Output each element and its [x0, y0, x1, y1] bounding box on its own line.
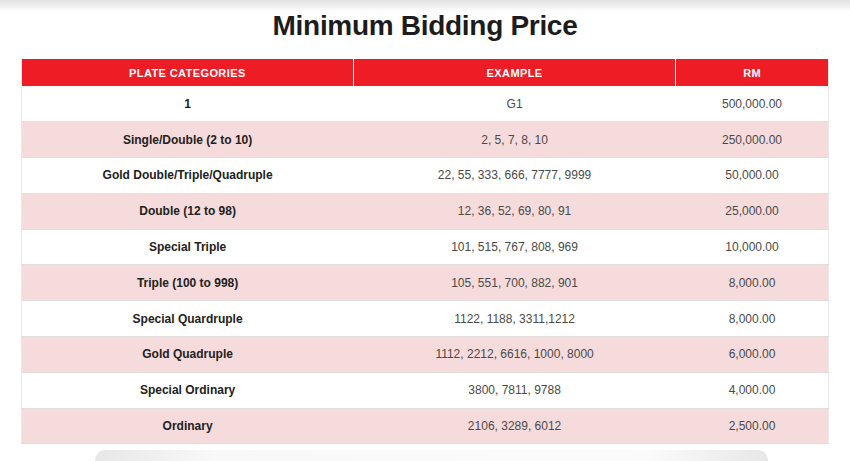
column-header-example: EXAMPLE [353, 59, 676, 86]
page: Minimum Bidding Price PLATE CATEGORIES E… [0, 0, 850, 461]
cell-rm: 6,000.00 [676, 337, 829, 373]
cell-rm: 2,500.00 [676, 408, 829, 444]
cell-plate-category: Special Ordinary [22, 372, 354, 408]
cell-example: 1112, 2212, 6616, 1000, 8000 [353, 337, 676, 373]
cell-example: 3800, 7811, 9788 [353, 372, 676, 408]
cell-rm: 8,000.00 [676, 265, 829, 301]
cell-rm: 500,000.00 [676, 86, 829, 122]
table-row: Special Quardruple1122, 1188, 3311,12128… [22, 301, 829, 337]
cell-example: 101, 515, 767, 808, 969 [353, 229, 676, 265]
cell-plate-category: Special Triple [22, 229, 354, 265]
page-title: Minimum Bidding Price [0, 10, 850, 42]
cell-example: 22, 55, 333, 666, 7777, 9999 [353, 158, 676, 194]
table-row: Special Ordinary3800, 7811, 97884,000.00 [22, 372, 829, 408]
cell-example: 105, 551, 700, 882, 901 [353, 265, 676, 301]
cell-example: 12, 36, 52, 69, 80, 91 [353, 193, 676, 229]
cell-rm: 8,000.00 [676, 301, 829, 337]
table-header-row: PLATE CATEGORIES EXAMPLE RM [22, 59, 829, 86]
cell-rm: 250,000.00 [676, 122, 829, 158]
cell-plate-category: Ordinary [22, 408, 354, 444]
table-row: 1G1500,000.00 [22, 86, 829, 122]
cell-rm: 10,000.00 [676, 229, 829, 265]
cell-example: 1122, 1188, 3311,1212 [353, 301, 676, 337]
table-row: Gold Quadruple1112, 2212, 6616, 1000, 80… [22, 337, 829, 373]
cell-example: G1 [353, 86, 676, 122]
cell-plate-category: Single/Double (2 to 10) [22, 122, 354, 158]
table-row: Ordinary2106, 3289, 60122,500.00 [22, 408, 829, 444]
column-header-plate-categories: PLATE CATEGORIES [22, 59, 354, 86]
cell-plate-category: Gold Quadruple [22, 337, 354, 373]
cell-rm: 25,000.00 [676, 193, 829, 229]
column-header-rm: RM [676, 59, 829, 86]
cell-example: 2, 5, 7, 8, 10 [353, 122, 676, 158]
cell-example: 2106, 3289, 6012 [353, 408, 676, 444]
table-row: Special Triple101, 515, 767, 808, 96910,… [22, 229, 829, 265]
table-body: 1G1500,000.00Single/Double (2 to 10)2, 5… [22, 86, 829, 444]
cell-plate-category: Triple (100 to 998) [22, 265, 354, 301]
table-row: Triple (100 to 998)105, 551, 700, 882, 9… [22, 265, 829, 301]
cell-plate-category: Special Quardruple [22, 301, 354, 337]
cell-plate-category: Gold Double/Triple/Quadruple [22, 158, 354, 194]
cell-plate-category: Double (12 to 98) [22, 193, 354, 229]
cell-rm: 50,000.00 [676, 158, 829, 194]
table-row: Single/Double (2 to 10)2, 5, 7, 8, 10250… [22, 122, 829, 158]
cell-plate-category: 1 [22, 86, 354, 122]
table-row: Gold Double/Triple/Quadruple22, 55, 333,… [22, 158, 829, 194]
table-row: Double (12 to 98)12, 36, 52, 69, 80, 912… [22, 193, 829, 229]
table-header: PLATE CATEGORIES EXAMPLE RM [22, 59, 829, 86]
cell-rm: 4,000.00 [676, 372, 829, 408]
next-section-card-top-edge [95, 450, 768, 461]
minimum-bidding-price-table: PLATE CATEGORIES EXAMPLE RM 1G1500,000.0… [21, 59, 829, 444]
